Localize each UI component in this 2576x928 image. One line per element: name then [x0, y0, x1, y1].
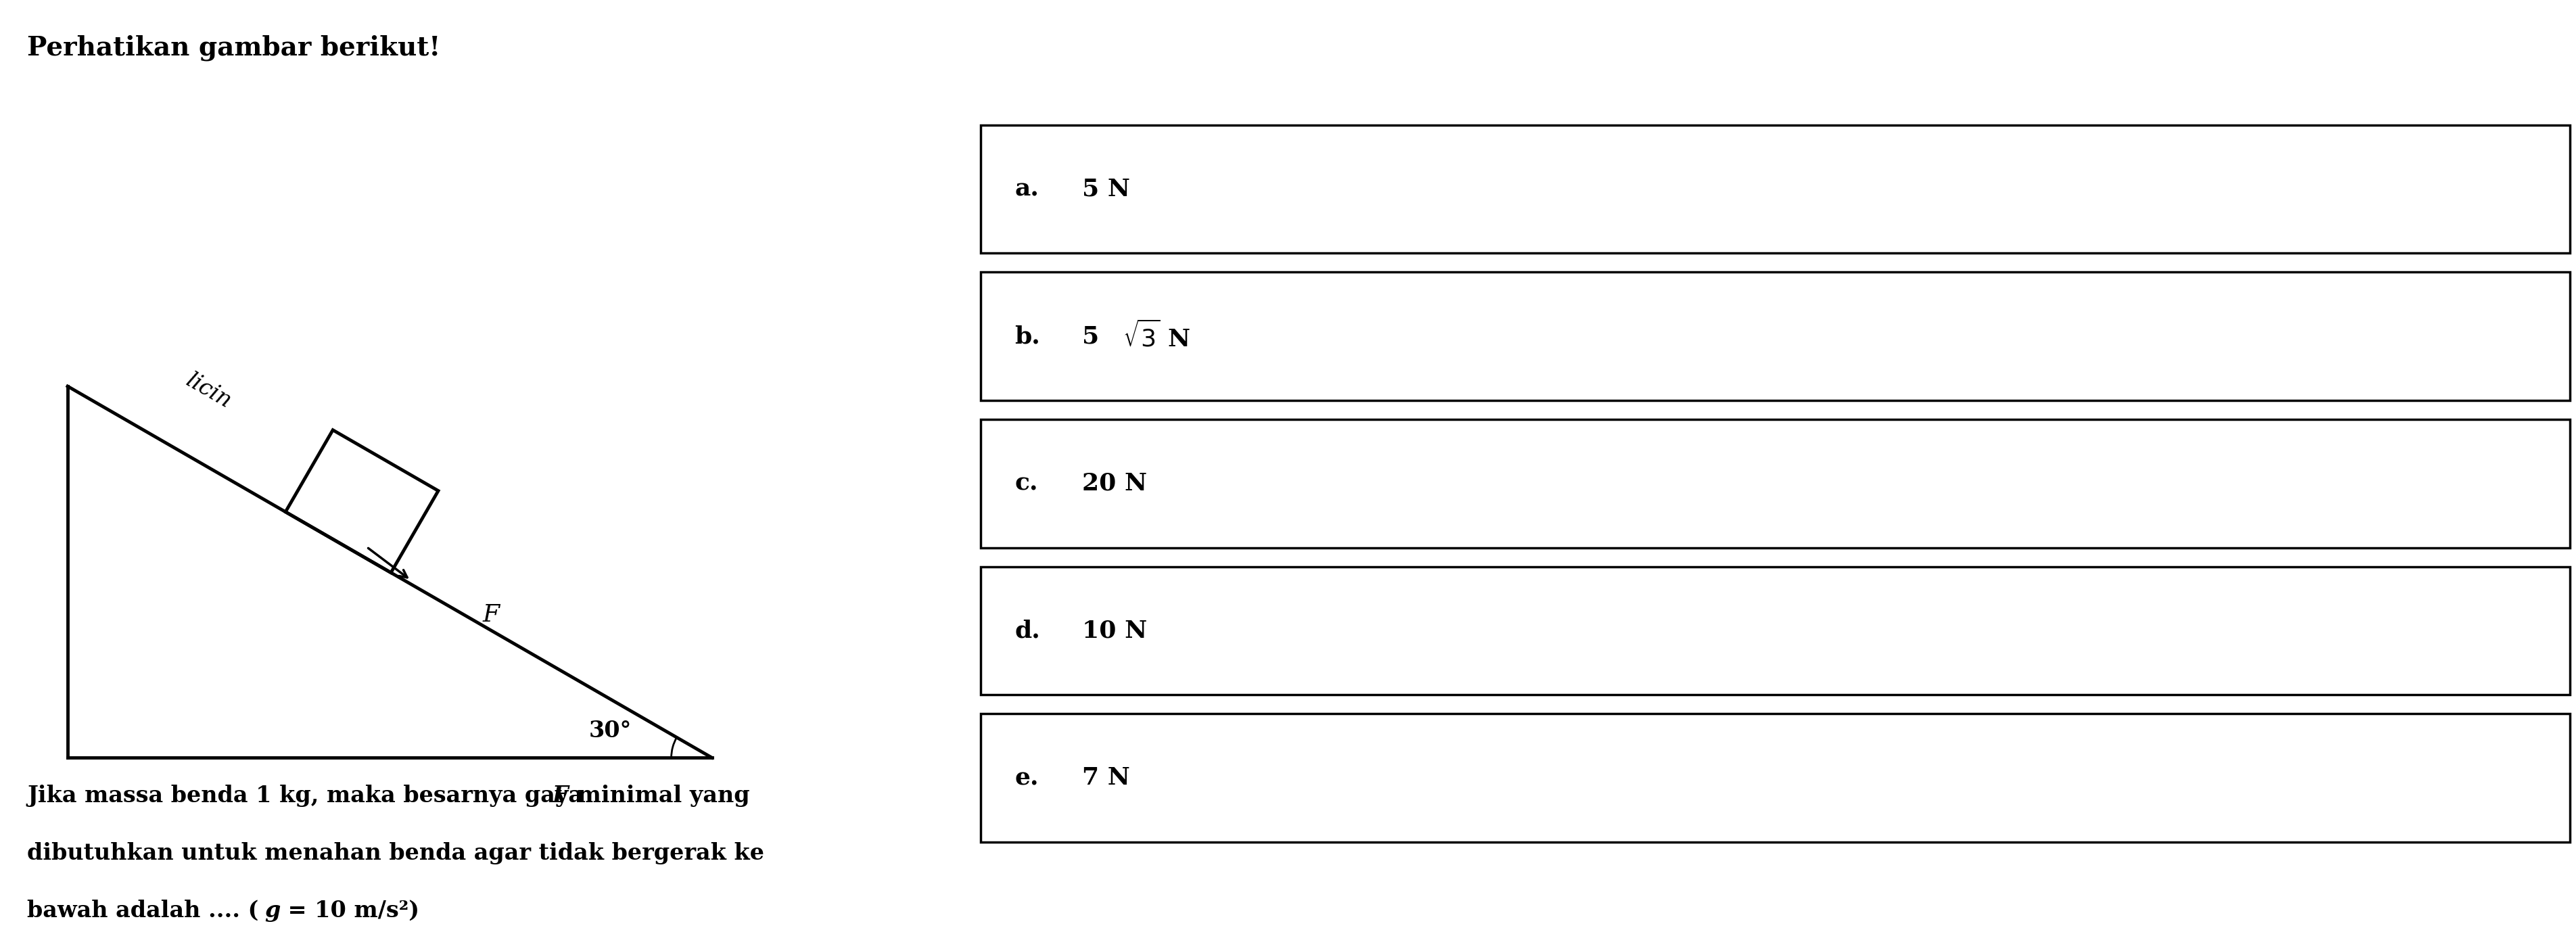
Text: Jika massa benda 1 kg, maka besarnya gaya: Jika massa benda 1 kg, maka besarnya gay…	[28, 785, 590, 807]
Text: a.: a.	[1015, 177, 1038, 200]
Text: 30°: 30°	[590, 719, 631, 741]
Text: $\sqrt{3}$ N: $\sqrt{3}$ N	[1123, 321, 1190, 352]
Text: e.: e.	[1015, 767, 1038, 790]
Text: g: g	[265, 899, 281, 922]
Text: minimal yang: minimal yang	[569, 785, 750, 807]
Text: F: F	[482, 603, 500, 626]
Text: b.: b.	[1015, 325, 1041, 348]
Text: d.: d.	[1015, 619, 1041, 642]
Text: Perhatikan gambar berikut!: Perhatikan gambar berikut!	[28, 35, 440, 61]
Text: = 10 m/s²): = 10 m/s²)	[281, 899, 420, 922]
Text: c.: c.	[1015, 472, 1038, 495]
Text: F: F	[551, 785, 569, 807]
Text: 10 N: 10 N	[1082, 619, 1146, 642]
Text: dibutuhkan untuk menahan benda agar tidak bergerak ke: dibutuhkan untuk menahan benda agar tida…	[28, 842, 765, 864]
Text: 7 N: 7 N	[1082, 767, 1131, 790]
Text: licin: licin	[183, 369, 234, 413]
Text: 20 N: 20 N	[1082, 472, 1146, 495]
Text: 5: 5	[1082, 325, 1100, 348]
Text: 5 N: 5 N	[1082, 177, 1131, 200]
Text: bawah adalah .... (: bawah adalah .... (	[28, 899, 258, 922]
